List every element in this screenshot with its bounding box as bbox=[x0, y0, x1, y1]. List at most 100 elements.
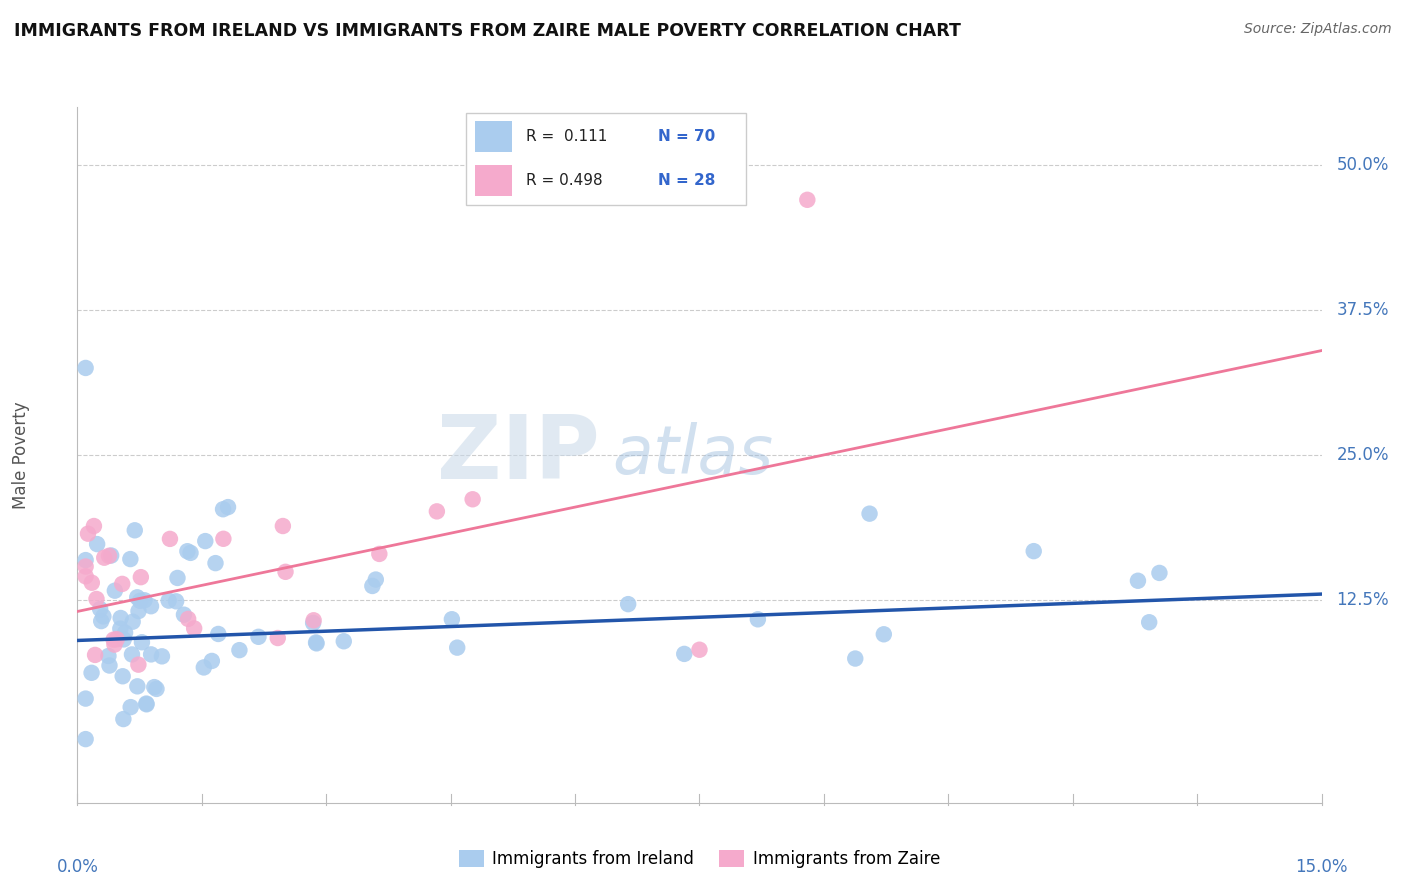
Point bbox=[121, 648, 143, 662]
Point bbox=[212, 532, 235, 546]
Text: IMMIGRANTS FROM IRELAND VS IMMIGRANTS FROM ZAIRE MALE POVERTY CORRELATION CHART: IMMIGRANTS FROM IRELAND VS IMMIGRANTS FR… bbox=[14, 22, 960, 40]
FancyBboxPatch shape bbox=[465, 113, 747, 205]
Text: Source: ZipAtlas.com: Source: ZipAtlas.com bbox=[1244, 22, 1392, 37]
Point bbox=[103, 632, 125, 647]
Point bbox=[121, 615, 143, 629]
Point bbox=[305, 635, 328, 649]
Point bbox=[112, 632, 135, 647]
Point bbox=[90, 614, 112, 628]
Point bbox=[100, 549, 122, 563]
Point bbox=[204, 556, 226, 570]
Point bbox=[86, 537, 108, 551]
Point bbox=[302, 613, 325, 627]
Point bbox=[131, 635, 153, 649]
Point bbox=[873, 627, 896, 641]
Text: 12.5%: 12.5% bbox=[1337, 591, 1389, 609]
Point bbox=[361, 579, 384, 593]
Point bbox=[93, 609, 115, 624]
Point bbox=[129, 570, 152, 584]
Text: R =  0.111: R = 0.111 bbox=[526, 129, 607, 145]
Point bbox=[139, 648, 162, 662]
Point bbox=[368, 547, 391, 561]
Point bbox=[183, 621, 205, 635]
Point bbox=[201, 654, 224, 668]
Point bbox=[105, 632, 128, 647]
Text: 37.5%: 37.5% bbox=[1337, 301, 1389, 319]
Bar bbox=[474, 121, 512, 153]
Point bbox=[127, 657, 149, 672]
Text: R = 0.498: R = 0.498 bbox=[526, 173, 603, 188]
Text: ZIP: ZIP bbox=[437, 411, 600, 499]
Point bbox=[194, 534, 217, 549]
Point bbox=[150, 649, 173, 664]
Point bbox=[180, 546, 202, 560]
Point bbox=[1149, 566, 1171, 580]
Point bbox=[440, 612, 463, 626]
Point bbox=[159, 532, 181, 546]
Point bbox=[75, 732, 97, 747]
Point bbox=[111, 669, 134, 683]
Text: 50.0%: 50.0% bbox=[1337, 156, 1389, 174]
Text: 15.0%: 15.0% bbox=[1295, 858, 1348, 877]
Point bbox=[112, 712, 135, 726]
Point bbox=[426, 504, 449, 518]
Point bbox=[143, 680, 166, 694]
Point bbox=[145, 681, 167, 696]
Point bbox=[124, 523, 146, 537]
Point bbox=[207, 627, 229, 641]
Point bbox=[139, 599, 162, 614]
Point bbox=[86, 591, 108, 606]
Point bbox=[75, 569, 97, 583]
Point bbox=[127, 591, 149, 605]
Point bbox=[80, 575, 103, 590]
Point bbox=[302, 615, 325, 630]
Point bbox=[80, 665, 103, 680]
Point bbox=[177, 612, 200, 626]
Point bbox=[247, 630, 270, 644]
Point bbox=[333, 634, 356, 648]
Text: atlas: atlas bbox=[613, 422, 773, 488]
Point bbox=[274, 565, 297, 579]
Point bbox=[110, 611, 132, 625]
Point bbox=[111, 577, 134, 591]
Point bbox=[1022, 544, 1045, 558]
Point bbox=[796, 193, 818, 207]
Point bbox=[135, 698, 157, 712]
Point bbox=[75, 361, 97, 376]
Point bbox=[134, 593, 156, 607]
Point bbox=[446, 640, 468, 655]
Text: 0.0%: 0.0% bbox=[56, 858, 98, 877]
Point bbox=[97, 648, 120, 663]
Point bbox=[1137, 615, 1160, 630]
Point bbox=[127, 679, 149, 693]
Point bbox=[689, 642, 711, 657]
Point bbox=[135, 697, 157, 711]
Point bbox=[212, 502, 235, 516]
Point bbox=[747, 612, 769, 626]
Point bbox=[120, 700, 142, 714]
Text: Male Poverty: Male Poverty bbox=[13, 401, 31, 508]
Point bbox=[157, 593, 180, 607]
Point bbox=[461, 492, 484, 507]
Point bbox=[110, 622, 132, 636]
Point bbox=[166, 571, 188, 585]
Point bbox=[75, 553, 97, 567]
Point bbox=[858, 507, 880, 521]
Point bbox=[176, 544, 198, 558]
Point bbox=[617, 597, 640, 611]
Point bbox=[75, 691, 97, 706]
Point bbox=[84, 648, 107, 662]
Point bbox=[271, 519, 294, 533]
Point bbox=[364, 573, 387, 587]
Point bbox=[165, 594, 187, 608]
Point bbox=[228, 643, 250, 657]
Point bbox=[98, 658, 121, 673]
Point bbox=[89, 602, 111, 616]
Point bbox=[267, 631, 290, 645]
Point bbox=[305, 636, 328, 650]
Point bbox=[75, 559, 97, 574]
Point bbox=[129, 594, 152, 608]
Point bbox=[173, 607, 195, 622]
Point bbox=[844, 651, 866, 665]
Text: N = 28: N = 28 bbox=[658, 173, 716, 188]
